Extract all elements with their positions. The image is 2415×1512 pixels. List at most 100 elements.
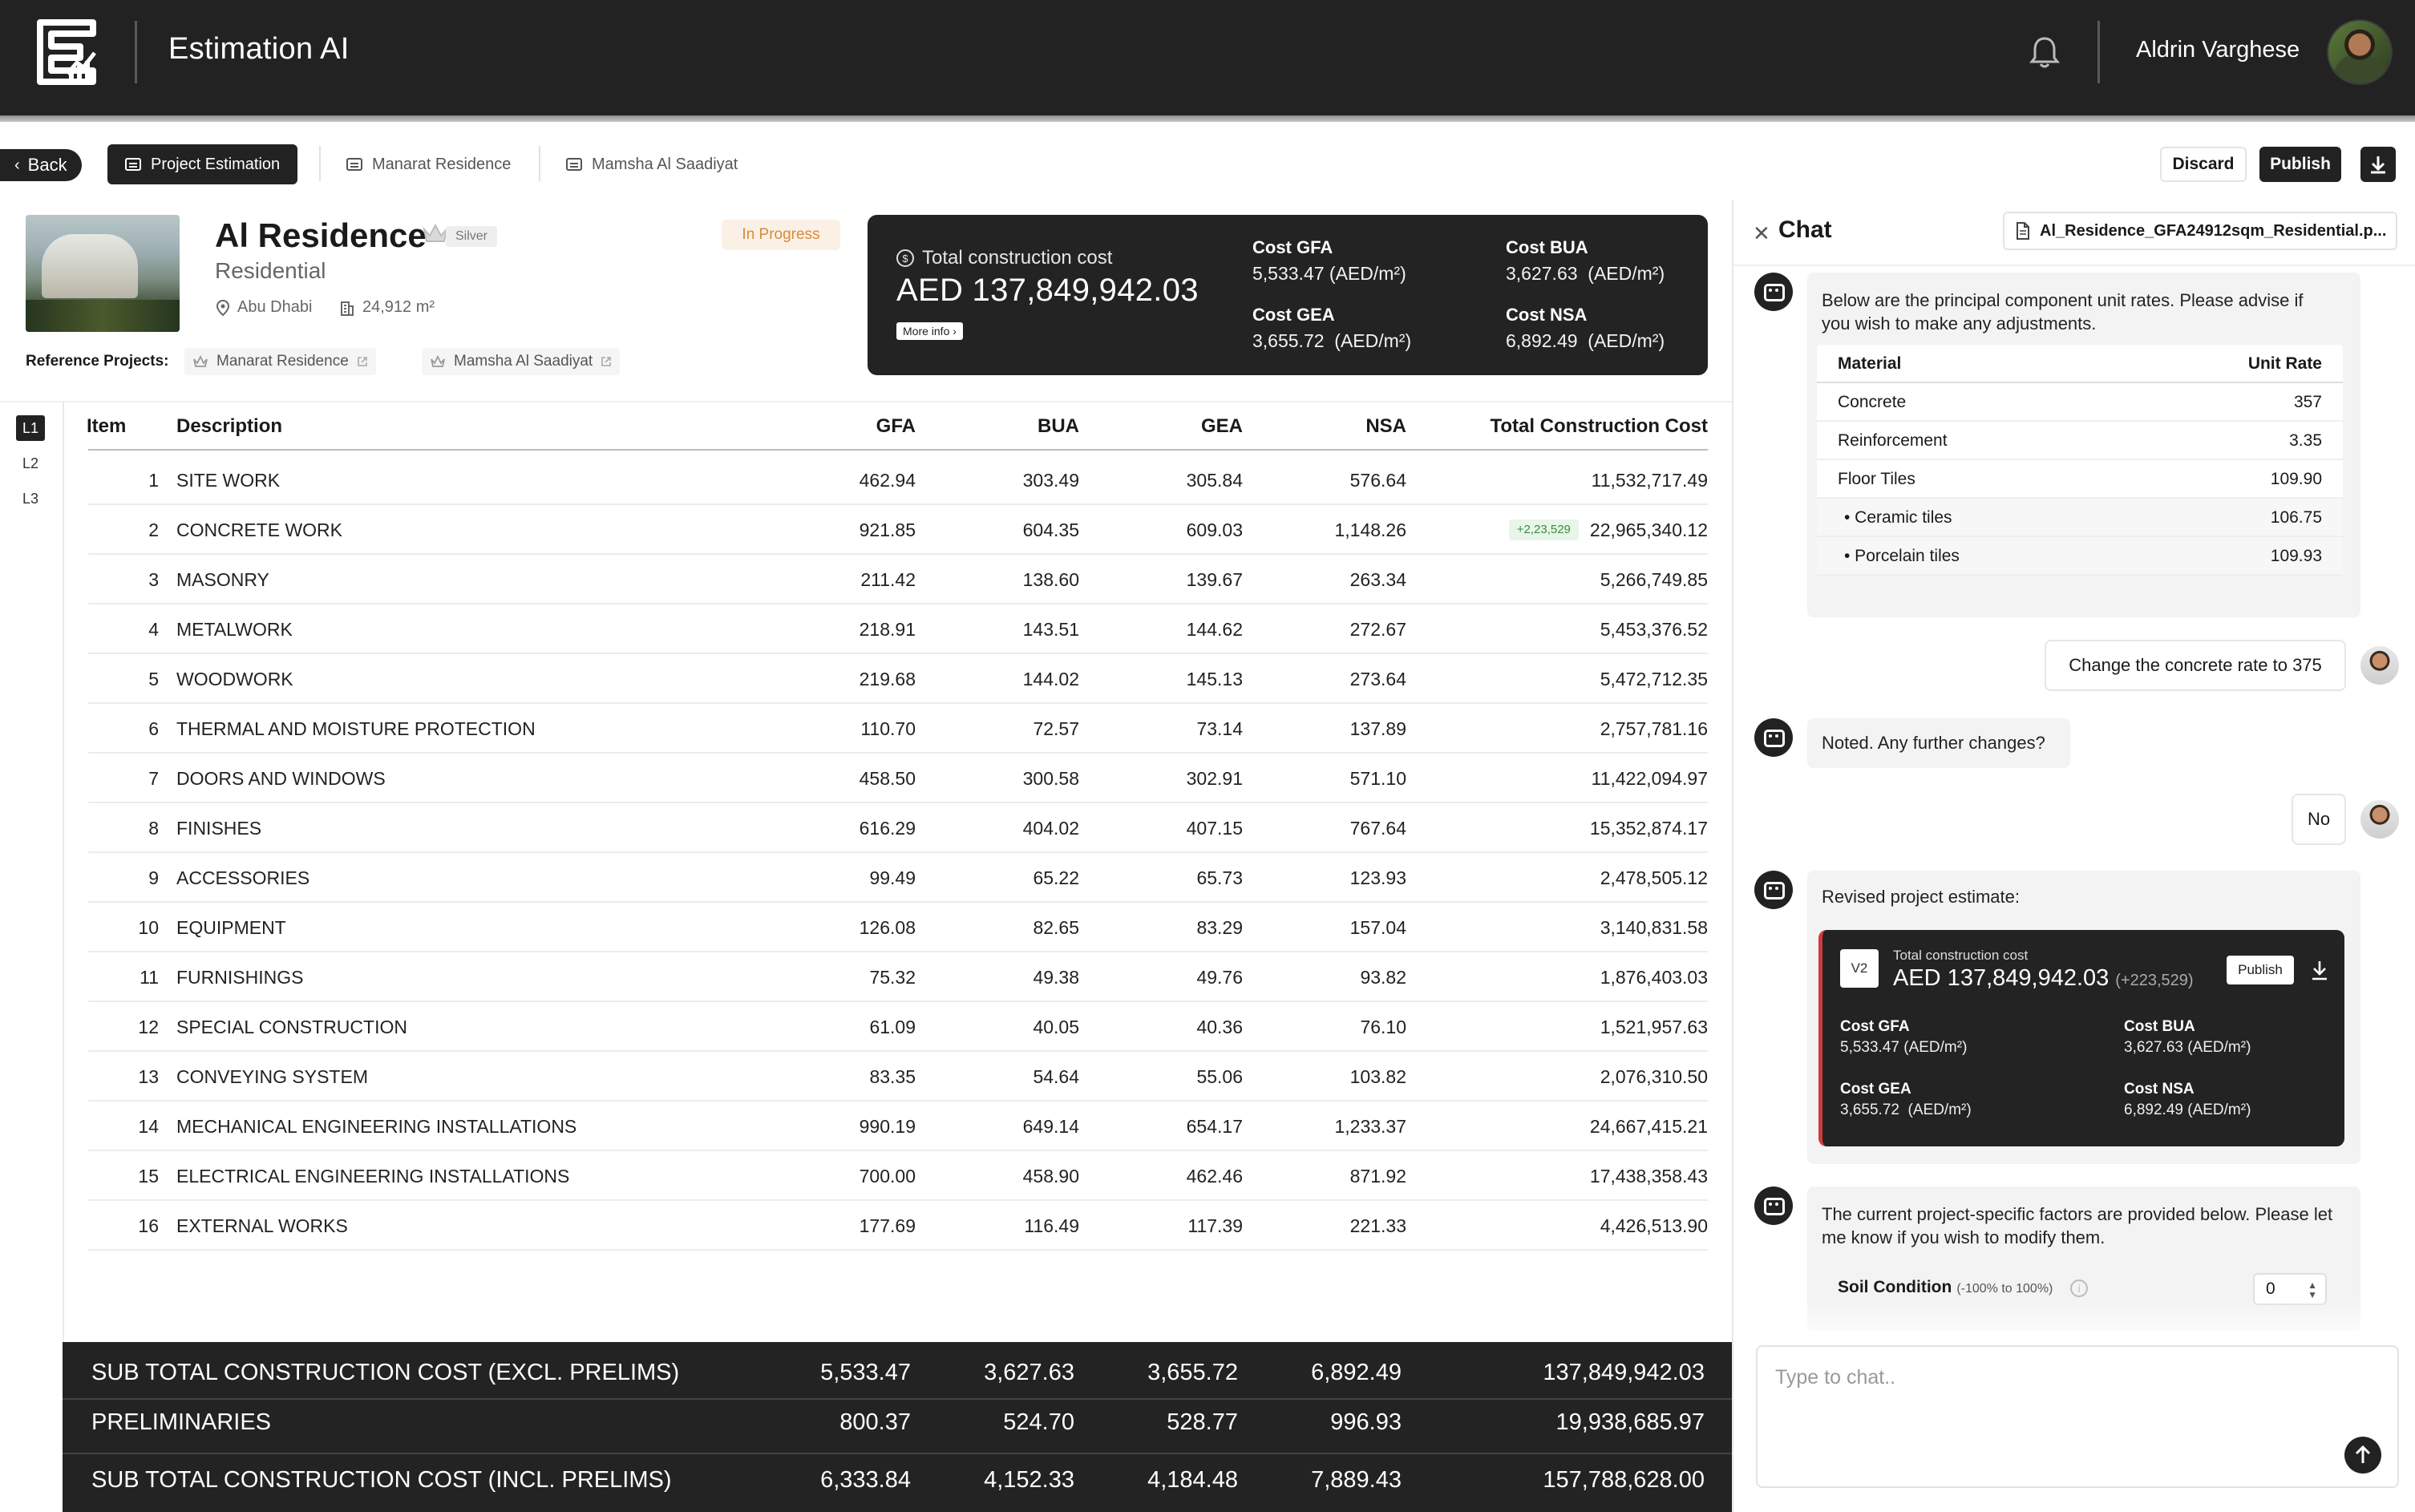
- column-header-total[interactable]: Total Construction Cost: [1490, 415, 1708, 437]
- level-l3-button[interactable]: L3: [22, 490, 39, 507]
- table-row[interactable]: 13 CONVEYING SYSTEM 83.35 54.64 55.06 103.82 2…: [88, 1052, 1708, 1102]
- material-rate-table: Material Unit Rate Concrete 357 Reinforcem…: [1817, 345, 2343, 576]
- cell-description: ELECTRICAL ENGINEERING INSTALLATIONS: [176, 1166, 570, 1187]
- reference-chip-mamsha[interactable]: Mamsha Al Saadiyat: [422, 348, 621, 375]
- user-name[interactable]: Aldrin Varghese: [2136, 37, 2300, 63]
- table-row[interactable]: 9 ACCESSORIES 99.49 65.22 65.73 123.93 2,478,5…: [88, 853, 1708, 903]
- column-header-nsa[interactable]: NSA: [1365, 415, 1406, 437]
- table-row[interactable]: 16 EXTERNAL WORKS 177.69 116.49 117.39 221.33…: [88, 1201, 1708, 1251]
- cell-total: 5,453,376.52: [1451, 604, 1708, 654]
- table-row[interactable]: 15 ELECTRICAL ENGINEERING INSTALLATIONS 70…: [88, 1151, 1708, 1201]
- metric-label: Cost NSA: [1506, 305, 1588, 325]
- more-info-button[interactable]: More info ›: [896, 322, 963, 340]
- cell-item: 5: [148, 669, 159, 689]
- cell-nsa: 767.64: [1349, 818, 1406, 839]
- soil-condition-range: (-100% to 100%): [1956, 1282, 2053, 1296]
- table-row[interactable]: 14 MECHANICAL ENGINEERING INSTALLATIONS 99…: [88, 1102, 1708, 1151]
- bot-message: Noted. Any further changes?: [1807, 718, 2070, 768]
- table-row[interactable]: 7 DOORS AND WINDOWS 458.50 300.58 302.91 571.…: [88, 754, 1708, 803]
- cell-description: CONVEYING SYSTEM: [176, 1066, 368, 1087]
- chevron-left-icon: ‹: [14, 156, 20, 174]
- cell-total: 2,757,781.16: [1451, 704, 1708, 754]
- header-divider: [2097, 21, 2100, 83]
- material-rate: 3.35: [2289, 431, 2322, 450]
- table-row[interactable]: 10 EQUIPMENT 126.08 82.65 83.29 157.04 3,140,8…: [88, 903, 1708, 952]
- table-row[interactable]: 2 CONCRETE WORK 921.85 604.35 609.03 1,148.26…: [88, 505, 1708, 555]
- metric-value: 3,627.63 (AED/m²): [1506, 263, 1665, 284]
- tab-separator: [319, 146, 321, 181]
- material-row: • Ceramic tiles 106.75: [1817, 499, 2343, 537]
- user-avatar[interactable]: [2327, 19, 2393, 85]
- cell-nsa: 76.10: [1360, 1017, 1406, 1037]
- download-icon[interactable]: [2310, 959, 2329, 981]
- revised-total-amount: AED 137,849,942.03: [1893, 965, 2110, 991]
- estimation-ai-logo[interactable]: [24, 18, 99, 87]
- column-header-item[interactable]: Item: [87, 415, 127, 437]
- column-header-description[interactable]: Description: [176, 415, 283, 437]
- soil-condition-text: Soil Condition: [1838, 1278, 1952, 1296]
- cell-nsa: 273.64: [1349, 669, 1406, 689]
- back-button[interactable]: ‹ Back: [0, 149, 82, 181]
- cost-summary-card: $ Total construction cost AED 137,849,94…: [868, 215, 1708, 375]
- cell-nsa: 571.10: [1349, 768, 1406, 789]
- cell-bua: 54.64: [1033, 1066, 1079, 1087]
- info-icon[interactable]: i: [2070, 1280, 2088, 1297]
- material-header: Material: [1838, 354, 1902, 373]
- cell-description: DOORS AND WINDOWS: [176, 768, 386, 789]
- material-rows: Concrete 357 Reinforcement 3.35 Floor Tiles 1…: [1817, 383, 2343, 576]
- column-header-bua[interactable]: BUA: [1038, 415, 1079, 437]
- send-button[interactable]: [2344, 1437, 2381, 1474]
- download-button[interactable]: [2360, 147, 2396, 182]
- cell-item: 13: [138, 1066, 159, 1087]
- cell-gea: 407.15: [1186, 818, 1243, 839]
- total-value: 5,453,376.52: [1600, 619, 1708, 640]
- publish-button[interactable]: Publish: [2259, 147, 2341, 182]
- cell-total: 1,876,403.03: [1451, 952, 1708, 1002]
- location-pin-icon: [216, 299, 229, 316]
- notification-bell-icon[interactable]: [2029, 35, 2061, 69]
- table-row[interactable]: 1 SITE WORK 462.94 303.49 305.84 576.64 11,532…: [88, 455, 1708, 505]
- chat-input[interactable]: Type to chat..: [1756, 1345, 2399, 1488]
- level-l2-button[interactable]: L2: [22, 455, 39, 471]
- tier-badge: Silver: [446, 226, 498, 247]
- cell-bua: 144.02: [1022, 669, 1079, 689]
- level-l1-button[interactable]: L1: [16, 415, 45, 441]
- cell-nsa: 103.82: [1349, 1066, 1406, 1087]
- status-badge: In Progress: [722, 220, 840, 250]
- tab-mamsha-al-saadiyat[interactable]: Mamsha Al Saadiyat: [566, 144, 738, 184]
- cell-bua: 40.05: [1033, 1017, 1079, 1037]
- message-icon: [566, 158, 582, 171]
- cell-description: METALWORK: [176, 619, 293, 640]
- crown-icon: [193, 355, 208, 367]
- stepper-arrows-icon[interactable]: ▲ ▼: [2308, 1280, 2317, 1300]
- table-row[interactable]: 6 THERMAL AND MOISTURE PROTECTION 110.70 72…: [88, 704, 1708, 754]
- discard-button[interactable]: Discard: [2160, 147, 2247, 182]
- table-row[interactable]: 11 FURNISHINGS 75.32 49.38 49.76 93.82 1,876,4…: [88, 952, 1708, 1002]
- chat-scroll-fade: [1733, 1299, 2415, 1347]
- table-header-rule: [88, 449, 1708, 451]
- table-row[interactable]: 4 METALWORK 218.91 143.51 144.62 272.67 5,453,…: [88, 604, 1708, 654]
- column-header-gfa[interactable]: GFA: [876, 415, 916, 437]
- file-name: Al_Residence_GFA24912sqm_Residential.p..…: [2040, 221, 2387, 240]
- cell-gfa: 458.50: [859, 768, 916, 789]
- revised-publish-button[interactable]: Publish: [2227, 956, 2294, 984]
- table-row[interactable]: 3 MASONRY 211.42 138.60 139.67 263.34 5,266,74…: [88, 555, 1708, 604]
- message-icon: [125, 158, 141, 171]
- totals-total: 19,938,685.97: [1555, 1409, 1705, 1435]
- totals-gfa: 5,533.47: [820, 1360, 911, 1385]
- close-chat-icon[interactable]: ✕: [1753, 221, 1770, 245]
- column-header-gea[interactable]: GEA: [1200, 415, 1243, 437]
- tab-project-estimation[interactable]: Project Estimation: [107, 144, 298, 184]
- material-name: • Porcelain tiles: [1844, 547, 1960, 565]
- cell-nsa: 263.34: [1349, 569, 1406, 590]
- tab-manarat-residence[interactable]: Manarat Residence: [346, 144, 511, 184]
- table-row[interactable]: 5 WOODWORK 219.68 144.02 145.13 273.64 5,472,7…: [88, 654, 1708, 704]
- table-row[interactable]: 8 FINISHES 616.29 404.02 407.15 767.64 15,352,…: [88, 803, 1708, 853]
- cell-total: 5,472,712.35: [1451, 654, 1708, 704]
- total-value: 24,667,415.21: [1589, 1116, 1708, 1137]
- reference-chip-manarat[interactable]: Manarat Residence: [184, 348, 376, 375]
- metric-value: 6,892.49 (AED/m²): [2124, 1102, 2251, 1118]
- attached-file-chip[interactable]: Al_Residence_GFA24912sqm_Residential.p..…: [2003, 212, 2397, 250]
- crown-icon: [423, 223, 448, 242]
- table-row[interactable]: 12 SPECIAL CONSTRUCTION 61.09 40.05 40.36 76.…: [88, 1002, 1708, 1052]
